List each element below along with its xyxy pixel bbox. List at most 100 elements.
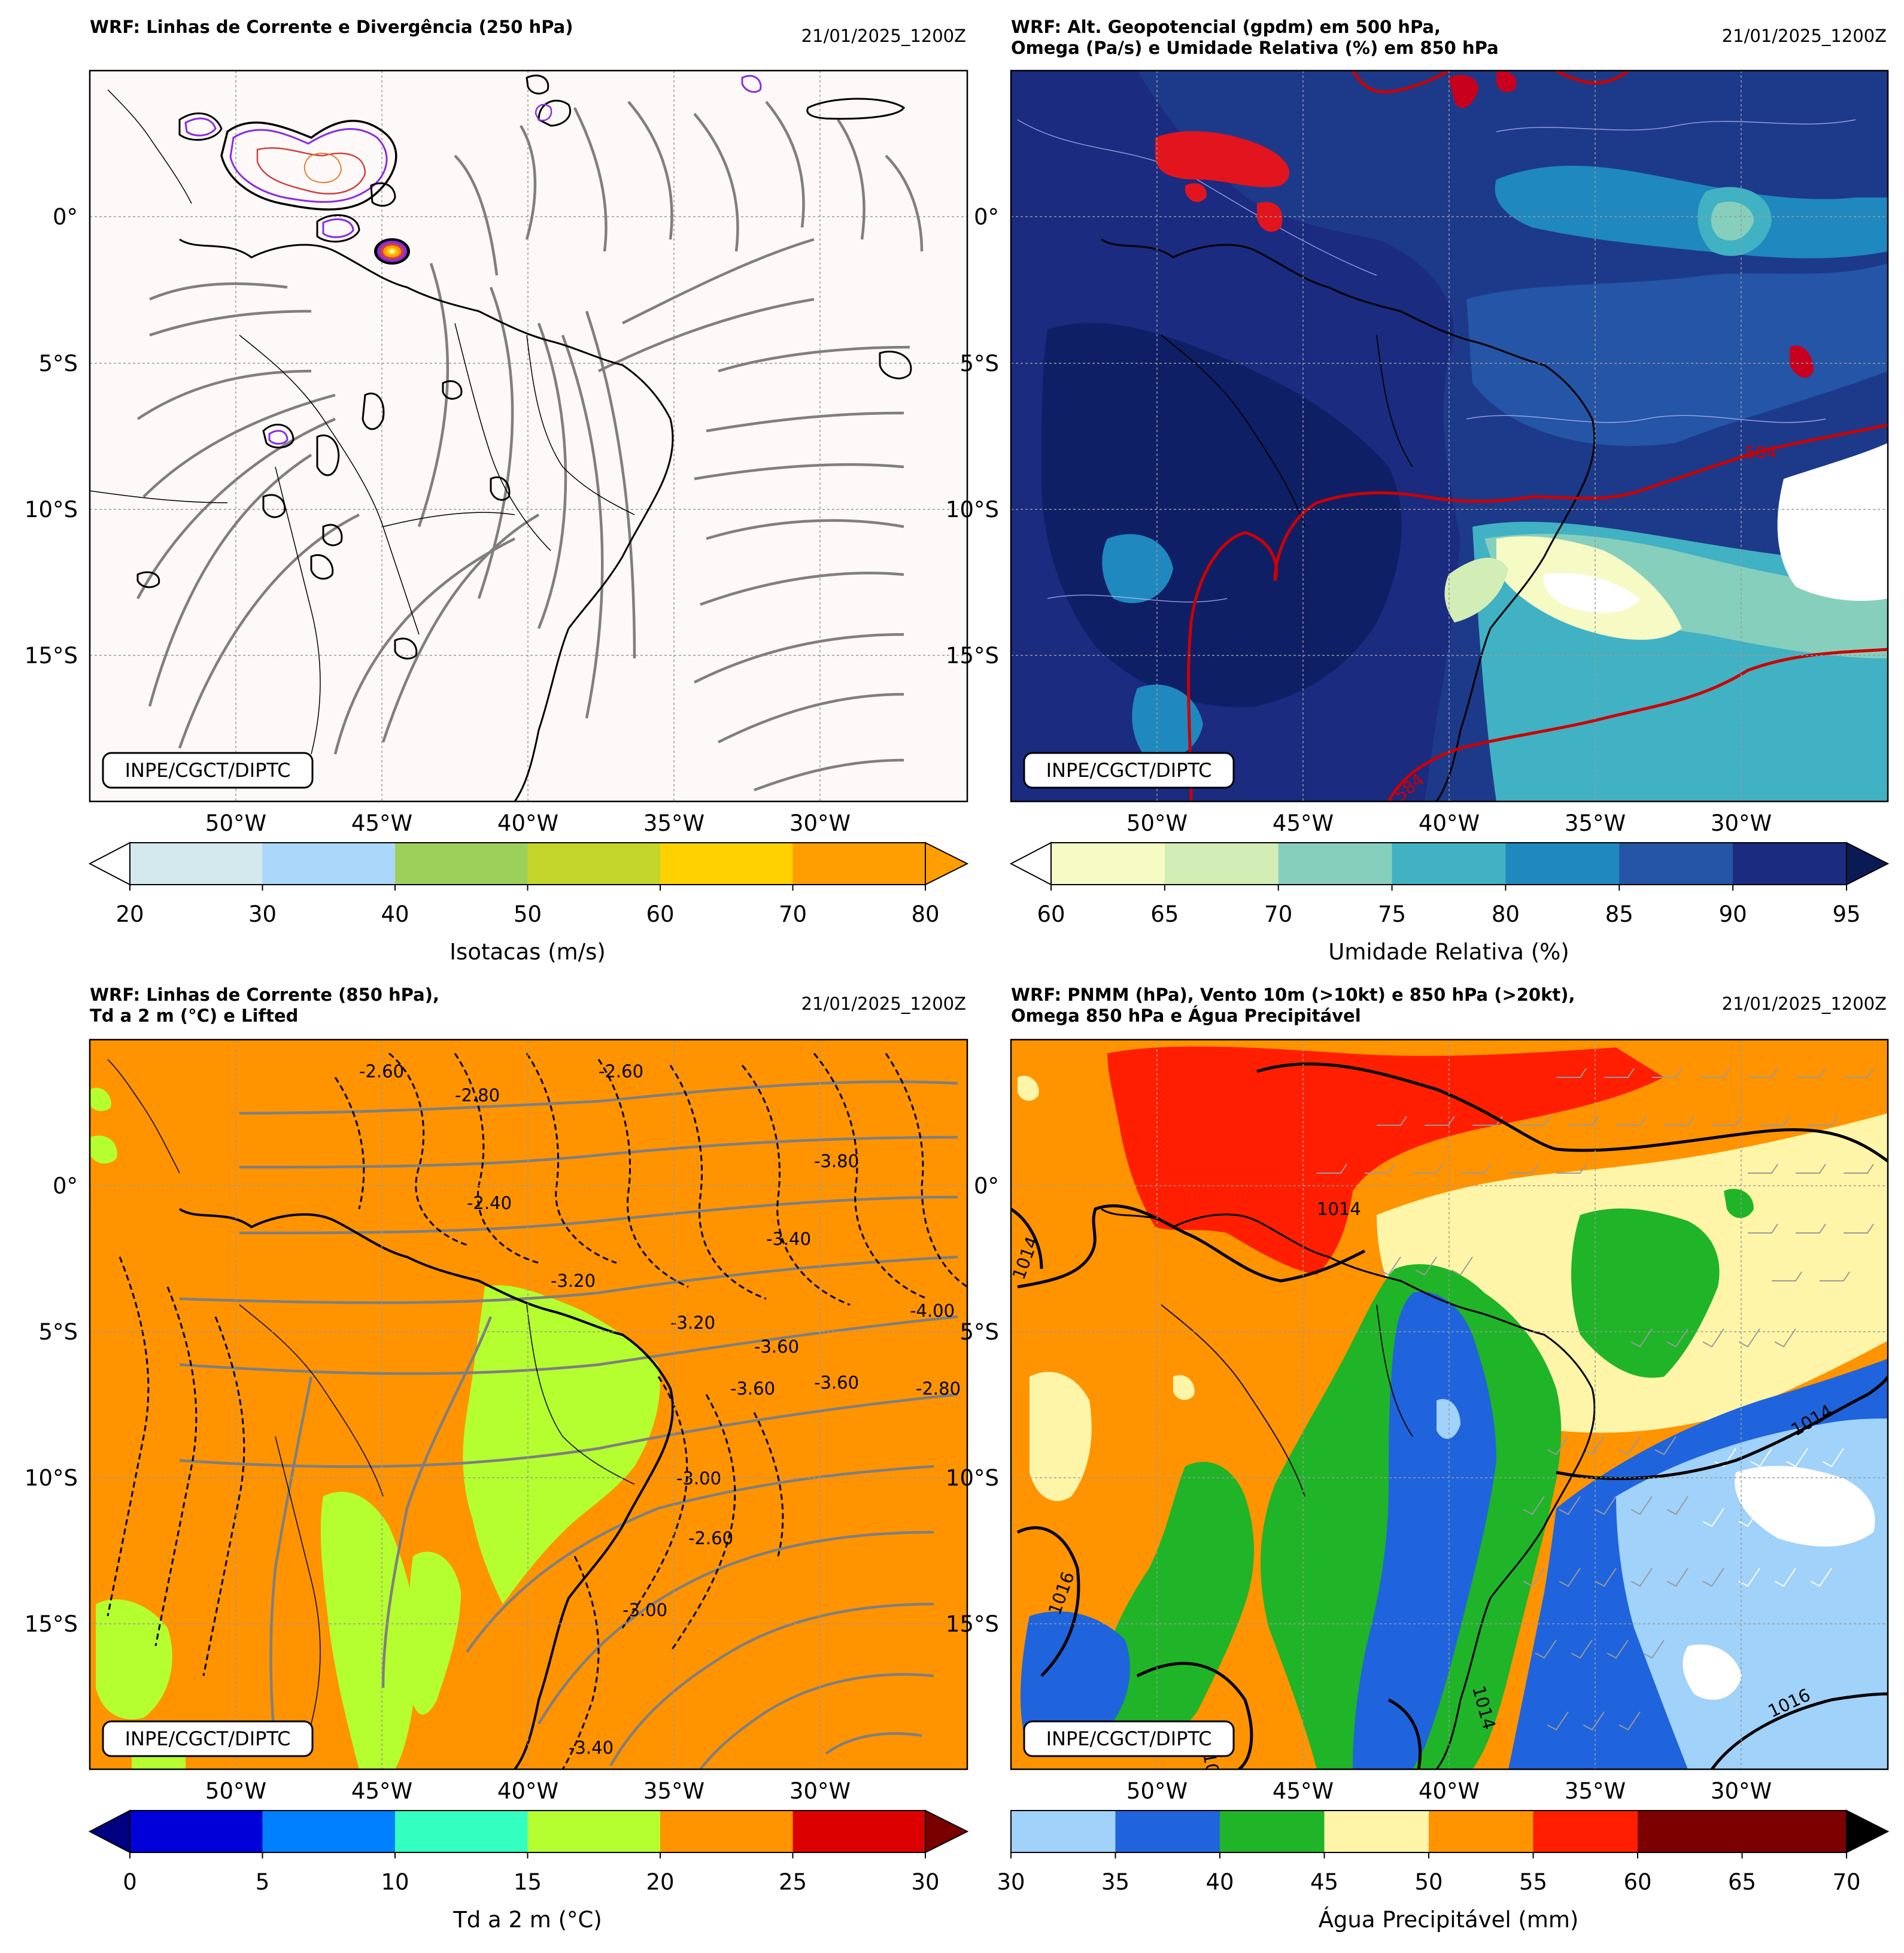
panel-2-lon-tick: 40°W (1419, 810, 1480, 836)
panel-2-badge-text: INPE/CGCT/DIPTC (1046, 759, 1212, 782)
panel-3-coastline (107, 1059, 674, 1769)
panel-1-lat-ticks: 0° 5°S 10°S 15°S (25, 204, 78, 669)
panel-1-streamlines (136, 101, 924, 792)
panel-1: WRF: Linhas de Corrente e Divergência (2… (25, 17, 969, 965)
panel-4-lon-tick: 30°W (1711, 1778, 1772, 1804)
colorbar-swatch (660, 843, 793, 885)
colorbar-outline (1050, 842, 1847, 885)
colorbar-tick-label: 20 (116, 901, 144, 927)
panel-1-title-line-1: WRF: Linhas de Corrente e Divergência (2… (90, 17, 573, 37)
panel-3-colorbar: 0 5 10 15 20 25 30 Td a 2 m (°C) (88, 1809, 969, 1933)
panel-4-colorbar: 30 35 40 45 50 55 60 65 70 Água Precipitável (mm) (997, 1809, 1890, 1933)
panel-3-lifted-contours (107, 1052, 967, 1769)
panel-1-lat-tick: 15°S (25, 643, 78, 669)
panel-3-contour-label: -2.40 (467, 1193, 512, 1213)
panel-1-colorbar: 20 30 40 50 60 70 80 Isotacas (m/s) (88, 842, 969, 965)
colorbar-label: Td a 2 m (°C) (453, 1907, 602, 1933)
colorbar-swatch (1742, 1811, 1847, 1852)
panel-4-frame (1010, 1038, 1889, 1770)
panel-3-lat-tick: 10°S (25, 1465, 78, 1491)
panel-1-badge-text: INPE/CGCT/DIPTC (125, 759, 291, 782)
panel-4-badge: INPE/CGCT/DIPTC (1023, 1720, 1235, 1757)
panel-3-lat-tick: 5°S (38, 1319, 78, 1345)
colorbar-tick-label: 80 (911, 901, 939, 927)
colorbar-tick-label: 15 (514, 1869, 542, 1895)
panel-4-lat-tick: 0° (974, 1173, 999, 1199)
panel-3-gridlines (90, 1040, 967, 1769)
colorbar-tick-label: 50 (1414, 1869, 1443, 1895)
panel-3-contour-label: -3.60 (754, 1337, 799, 1357)
panel-2-lon-ticks: 50°W 45°W 40°W 35°W 30°W (1126, 810, 1772, 836)
panel-4-lat-tick: 15°S (946, 1611, 999, 1637)
panel-4: WRF: PNMM (hPa), Vento 10m (>10kt) e 850… (946, 985, 1890, 1933)
panel-2-badge: INPE/CGCT/DIPTC (1023, 752, 1235, 789)
panel-3-lon-ticks: 50°W 45°W 40°W 35°W 30°W (205, 1778, 851, 1804)
colorbar-swatch (1733, 843, 1847, 885)
colorbar-tick-label: 60 (1623, 1869, 1651, 1895)
panel-3-contour-label: -2.60 (599, 1061, 643, 1082)
panel-2-lat-tick: 10°S (946, 497, 999, 523)
panel-2-lat-tick: 5°S (959, 351, 999, 376)
panel-2-lat-ticks: 0° 5°S 10°S 15°S (946, 204, 999, 669)
colorbar-swatch (1051, 843, 1165, 885)
colorbar-swatch (527, 1811, 661, 1852)
panel-4-title-line-2: Omega 850 hPa e Água Precipitável (1011, 1006, 1361, 1026)
panel-4-lon-tick: 40°W (1419, 1778, 1480, 1804)
panel-4-gridlines (1011, 1040, 1888, 1769)
colorbar-tick-label: 80 (1492, 901, 1520, 927)
panel-4-lon-tick: 50°W (1126, 1778, 1188, 1804)
panel-3-badge: INPE/CGCT/DIPTC (102, 1720, 314, 1757)
colorbar-tick-label: 60 (1037, 901, 1065, 927)
panel-3-contour-label: -3.60 (814, 1372, 859, 1393)
colorbar-swatch (1278, 843, 1393, 885)
colorbar-tick-label: 10 (381, 1869, 409, 1895)
colorbar-tick-label: 70 (779, 901, 807, 927)
panel-1-divergence-contours (136, 74, 912, 660)
panel-3-datetime: 21/01/2025_1200Z (801, 994, 966, 1014)
panel-4-lat-tick: 5°S (959, 1319, 999, 1345)
colorbar-tick-label: 85 (1605, 901, 1633, 927)
colorbar-tick-label: 30 (911, 1869, 939, 1895)
panel-4-wind-barbs-strong (1702, 1448, 1868, 1587)
panel-3: WRF: Linhas de Corrente (850 hPa), Td a … (25, 985, 969, 1933)
panel-3-contour-labels: -2.60 -2.80 -2.60 -2.40 -3.20 -3.60 -3.4… (359, 1061, 961, 1758)
panel-3-contour-label: -4.00 (910, 1301, 955, 1321)
panel-3-lat-tick: 15°S (25, 1611, 78, 1637)
panel-4-pw-fill (1018, 1046, 1888, 1769)
panel-2-lat-tick: 15°S (946, 643, 999, 669)
colorbar-swatch (1115, 1811, 1220, 1852)
panel-1-lon-tick: 30°W (789, 810, 851, 836)
colorbar-swatch (395, 1811, 528, 1852)
panel-1-lat-tick: 0° (53, 204, 78, 230)
panel-4-lon-tick: 35°W (1565, 1778, 1626, 1804)
panel-2-gridlines (1011, 71, 1888, 801)
colorbar-swatch (1392, 843, 1506, 885)
colorbar-extend-high (1846, 1809, 1890, 1854)
panel-1-lon-ticks: 50°W 45°W 40°W 35°W 30°W (205, 810, 851, 836)
panel-1-lon-tick: 35°W (643, 810, 704, 836)
panel-3-lat-tick: 0° (53, 1173, 78, 1199)
colorbar-swatch (395, 843, 528, 885)
panel-3-lon-tick: 35°W (643, 1778, 704, 1804)
colorbar-tick-label: 70 (1264, 901, 1292, 927)
panel-2-lon-tick: 50°W (1126, 810, 1188, 836)
panel-2-lon-tick: 45°W (1273, 810, 1334, 836)
colorbar-swatch (1220, 1811, 1325, 1852)
colorbar-tick-label: 65 (1150, 901, 1179, 927)
panel-2-title-line-2: Omega (Pa/s) e Umidade Relativa (%) em 8… (1011, 38, 1499, 58)
colorbar-swatch (130, 1811, 263, 1852)
panel-3-contour-label: -3.00 (622, 1600, 667, 1620)
panel-3-contour-label: -3.00 (676, 1468, 721, 1489)
panel-2-frame (1010, 69, 1889, 803)
panel-1-lat-tick: 10°S (25, 497, 78, 523)
colorbar-swatch (1533, 1811, 1638, 1852)
colorbar-extend-low (88, 1809, 130, 1854)
panel-3-contour-label: -2.60 (688, 1528, 733, 1548)
panel-2-coastline (1101, 238, 1596, 801)
colorbar-swatch (1164, 843, 1279, 885)
colorbar-label: Água Precipitável (mm) (1319, 1906, 1579, 1933)
panel-4-coastline (1101, 1208, 1596, 1769)
colorbar-tick-label: 30 (997, 1869, 1025, 1895)
panel-3-contour-label: -3.20 (551, 1271, 596, 1291)
